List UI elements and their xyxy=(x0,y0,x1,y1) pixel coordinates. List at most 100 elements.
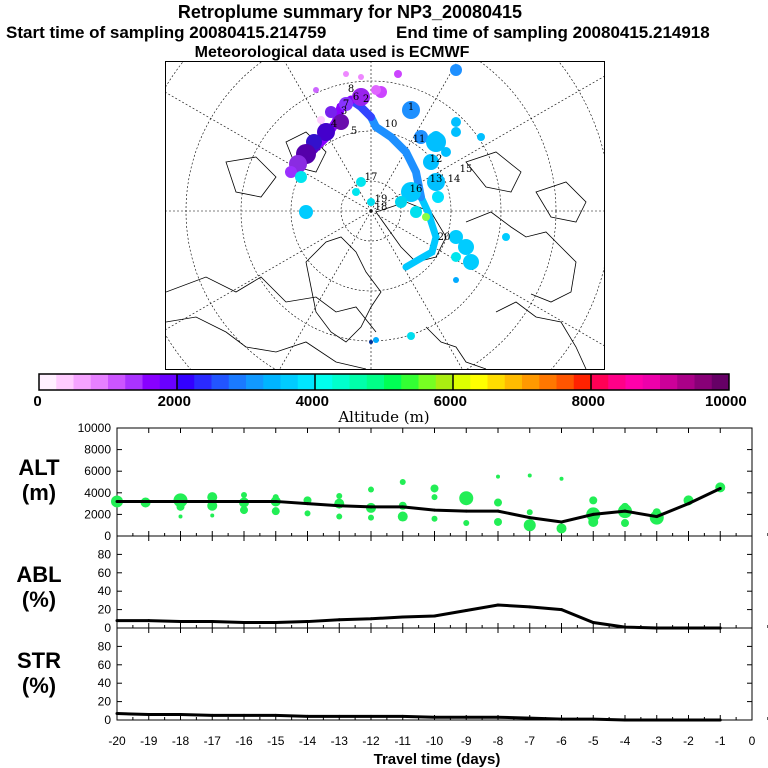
series-point xyxy=(718,718,722,722)
plume-blob xyxy=(458,239,474,255)
colorbar-swatch xyxy=(418,374,437,390)
plume-blob xyxy=(317,123,335,141)
plume-blob xyxy=(295,171,307,183)
scatter-point xyxy=(589,496,598,505)
plume-blob xyxy=(299,205,313,219)
plume-blob xyxy=(451,117,461,127)
plume-blob xyxy=(441,147,451,157)
meridian-line xyxy=(166,92,372,212)
series-point xyxy=(369,617,373,621)
colorbar-swatch xyxy=(591,374,609,390)
met-data-label: Meteorological data used is ECMWF xyxy=(194,44,470,61)
plume-blob xyxy=(401,182,421,202)
panel-frame xyxy=(116,535,753,629)
day-label: 7 xyxy=(343,99,349,110)
scatter-point xyxy=(176,502,185,511)
series-point xyxy=(560,608,563,612)
y-tick-label: 4000 xyxy=(84,486,111,500)
colorbar-swatch xyxy=(159,374,178,390)
series-point xyxy=(623,718,627,722)
plume-blob xyxy=(333,114,349,130)
series-point xyxy=(655,718,659,722)
series-point xyxy=(242,620,246,624)
scatter-point xyxy=(459,491,474,506)
day-label: 19 xyxy=(375,194,388,205)
colorbar-frame xyxy=(38,373,730,391)
series-point xyxy=(147,712,151,716)
plume-blob xyxy=(450,64,462,76)
y-tick-label: 6000 xyxy=(84,464,111,478)
x-tick-label: -15 xyxy=(267,734,285,748)
plume-blob xyxy=(343,71,349,77)
colorbar-swatch xyxy=(125,374,143,390)
colorbar-swatch xyxy=(642,374,661,390)
day-label: 12 xyxy=(430,154,443,165)
series-point xyxy=(560,717,563,721)
plume-blob xyxy=(373,337,379,343)
scatter-point xyxy=(207,492,218,503)
scatter-point xyxy=(431,494,438,501)
scatter-point xyxy=(207,500,218,511)
colorbar-swatch xyxy=(228,374,247,390)
colorbar-tick-label: 0 xyxy=(33,393,42,410)
colorbar-swatch xyxy=(366,374,385,390)
series-point xyxy=(337,618,341,622)
coastline-segment xyxy=(535,181,587,223)
plume-blob xyxy=(285,166,297,178)
series-point xyxy=(115,712,119,716)
plume-blob xyxy=(423,154,439,170)
series-point xyxy=(147,619,151,623)
x-axis-label: Travel time (days) xyxy=(374,751,501,768)
series-point xyxy=(655,515,659,519)
scatter-point xyxy=(397,511,408,522)
series-point xyxy=(115,619,119,623)
colorbar-swatch xyxy=(39,374,57,390)
series-point xyxy=(369,714,373,718)
panel-label: STR (%) xyxy=(0,648,84,698)
scatter-point xyxy=(527,473,532,478)
day-label: 2 xyxy=(363,94,369,105)
colorbar-swatches xyxy=(39,374,730,390)
plume-blob xyxy=(449,230,463,244)
series-point xyxy=(496,509,500,513)
end-time-label: End time of sampling 20080415.214918 xyxy=(396,23,710,42)
colorbar-swatch xyxy=(401,374,419,390)
meridian-line xyxy=(370,210,463,369)
colorbar-tick-label: 2000 xyxy=(157,393,191,410)
y-tick-label: 2000 xyxy=(84,507,111,521)
scatter-point xyxy=(304,510,311,517)
x-tick-label: -8 xyxy=(493,734,504,748)
series-point xyxy=(147,499,151,503)
colorbar-tick-label: 10000 xyxy=(705,393,747,410)
meridian-line xyxy=(370,210,604,346)
x-tick-label: -10 xyxy=(426,734,444,748)
scatter-point xyxy=(559,476,564,481)
plume-blob xyxy=(463,254,479,270)
series-point xyxy=(591,620,595,624)
plume-blob xyxy=(369,340,373,344)
day-label: 13 xyxy=(430,174,443,185)
coastline-segment xyxy=(425,326,487,369)
panel-label-line2: (m) xyxy=(21,480,57,505)
series-points xyxy=(115,712,722,722)
chart-title: Retroplume summary for NP3_20080415 xyxy=(177,2,523,22)
y-tick-label: 40 xyxy=(98,676,112,690)
coastline-segment xyxy=(465,151,522,193)
plume-blob xyxy=(451,252,461,262)
series-point xyxy=(401,615,405,619)
x-tick-label: -4 xyxy=(620,734,631,748)
colorbar-swatch xyxy=(211,374,230,390)
scatter-point xyxy=(368,514,374,521)
series-point xyxy=(210,620,214,624)
plume-blob xyxy=(407,332,415,340)
day-label: 5 xyxy=(351,126,357,137)
series-point xyxy=(496,603,500,607)
panel-2: 0 20 40 60 80 xyxy=(98,627,768,727)
panel-frame xyxy=(116,627,753,721)
series-point xyxy=(369,505,373,509)
colorbar-swatch xyxy=(435,374,454,390)
plume-blob xyxy=(367,198,375,206)
plume-blob xyxy=(317,116,325,124)
x-tick-label: -20 xyxy=(108,734,126,748)
